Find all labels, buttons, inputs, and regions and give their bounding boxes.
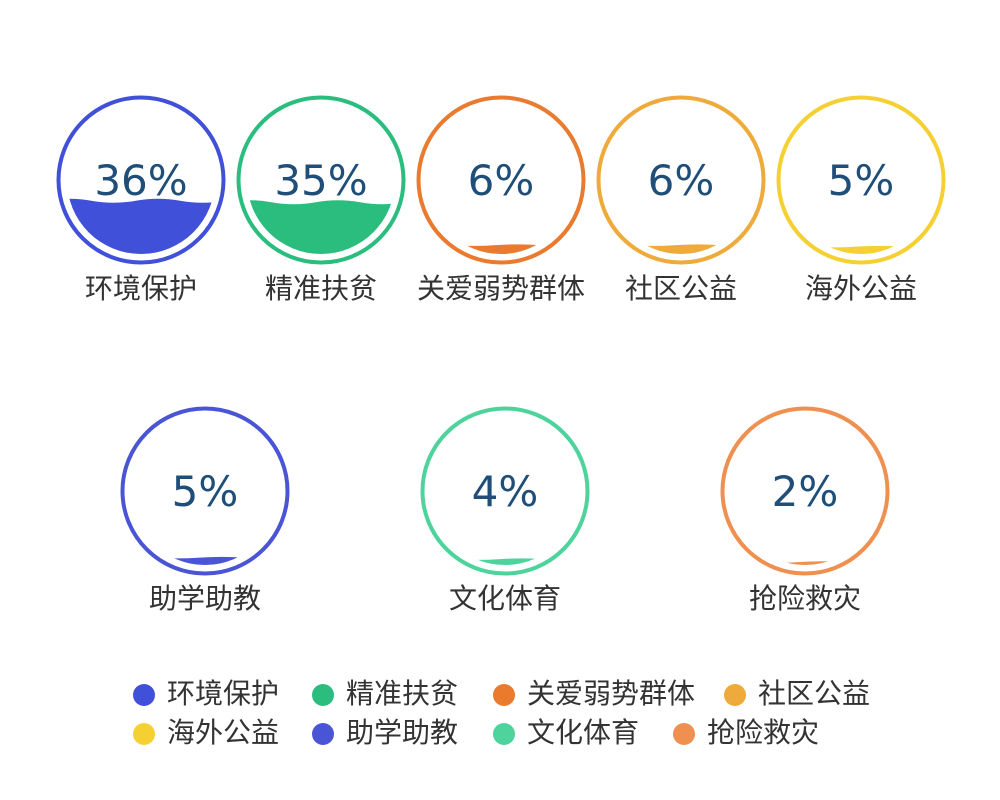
liquid-gauge-1[interactable]: 36% 环境保护 [47,95,313,306]
gauge-ring [776,95,946,265]
gauge-value-label: 5% [828,156,895,205]
legend-label: 社区公益 [758,677,870,710]
legend-marker [312,723,334,745]
gauge-value-label: 6% [648,156,715,205]
legend-label: 关爱弱势群体 [527,677,695,710]
gauge-ring [120,406,290,576]
legend-label: 助学助教 [346,716,458,749]
gauge-value-label: 4% [472,467,539,516]
gauge-value-label: 2% [772,467,839,516]
legend-marker [312,684,334,706]
liquid-fill [431,558,579,565]
gauge-ring [720,406,890,576]
gauge-value-label: 36% [94,156,187,205]
liquid-gauge-8[interactable]: 2% 抢险救灾 [711,406,977,616]
gauge-value-label: 35% [274,156,367,205]
gauge-category-label: 海外公益 [805,272,917,305]
gauge-ring [56,95,226,265]
gauge-value-label: 5% [172,467,239,516]
liquid-fill [131,556,279,565]
legend-item[interactable]: 关爱弱势群体 [493,677,695,710]
liquid-fill [247,200,395,254]
gauge-category-label: 关爱弱势群体 [417,272,585,305]
legend-marker [493,684,515,706]
legend-label: 海外公益 [167,716,279,749]
gauge-value-label: 6% [468,156,535,205]
gauge-ring [236,95,406,265]
liquid-gauge-2[interactable]: 35% 精准扶贫 [227,95,493,306]
gauge-category-label: 助学助教 [149,582,261,615]
liquid-gauge-5[interactable]: 5% 海外公益 [767,95,1000,306]
legend-label: 文化体育 [527,716,639,749]
legend-item[interactable]: 环境保护 [133,677,279,710]
legend-label: 抢险救灾 [707,716,819,749]
legend-label: 环境保护 [167,677,279,710]
legend-marker [724,684,746,706]
legend-item[interactable]: 助学助教 [312,716,458,749]
legend-label: 精准扶贫 [346,677,458,710]
legend-marker [673,723,695,745]
legend-item[interactable]: 精准扶贫 [312,677,458,710]
gauge-category-label: 社区公益 [625,272,737,305]
liquid-gauge-7[interactable]: 4% 文化体育 [411,406,677,616]
liquid-gauge-6[interactable]: 5% 助学助教 [111,406,377,616]
gauge-ring [420,406,590,576]
gauge-ring [416,95,586,265]
legend-item[interactable]: 抢险救灾 [673,716,819,749]
gauge-category-label: 精准扶贫 [265,272,377,305]
legend-marker [493,723,515,745]
gauge-category-label: 抢险救灾 [749,582,861,615]
gauge-category-label: 文化体育 [449,582,561,615]
gauge-category-label: 环境保护 [85,272,197,305]
legend-item[interactable]: 海外公益 [133,716,279,749]
legend-item[interactable]: 文化体育 [493,716,639,749]
legend-marker [133,723,155,745]
legend-item[interactable]: 社区公益 [724,677,870,710]
liquid-fill [67,198,215,254]
gauge-ring [596,95,766,265]
legend-marker [133,684,155,706]
